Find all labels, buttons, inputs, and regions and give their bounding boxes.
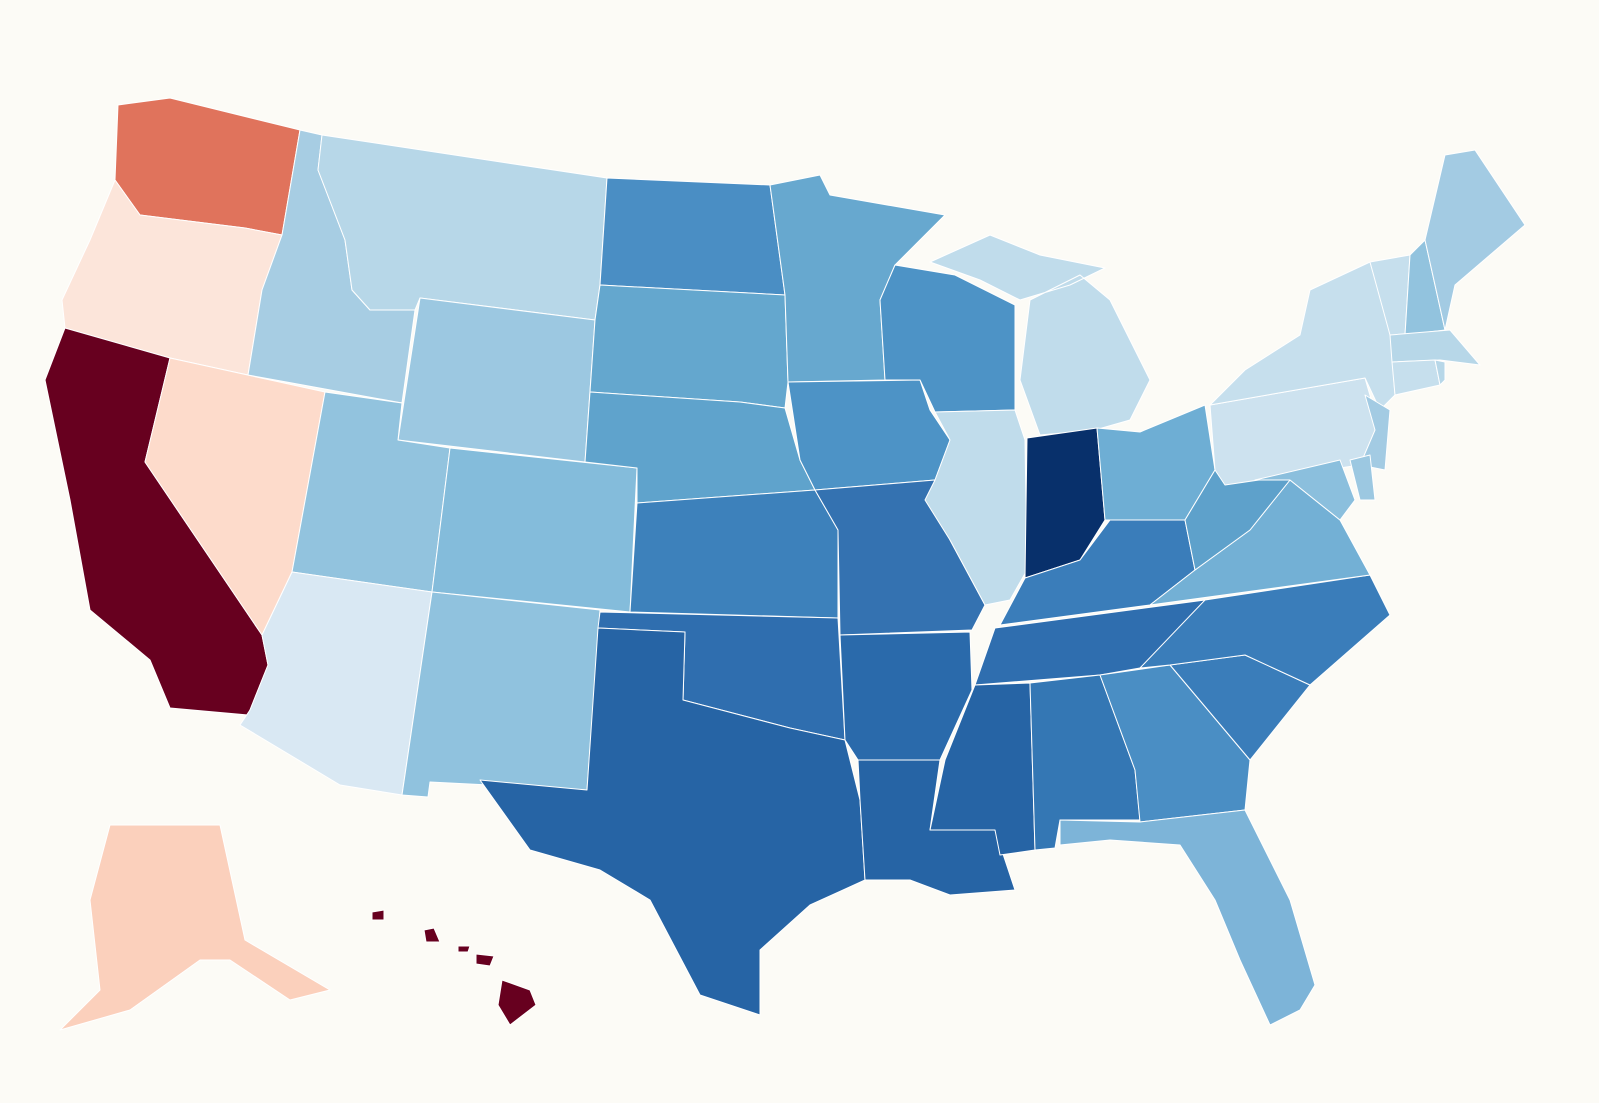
state-region (431, 447, 638, 613)
state-region (1434, 359, 1446, 386)
state-region (1139, 574, 1391, 686)
state-region (59, 824, 331, 1031)
state-region (371, 909, 537, 1026)
state-region (1389, 329, 1481, 366)
state-region (599, 177, 786, 296)
state-region (787, 379, 951, 491)
state-region (924, 409, 1028, 606)
state-region (857, 759, 1016, 896)
state-region (1059, 809, 1316, 1026)
state-region (629, 489, 839, 619)
state-region (1254, 459, 1356, 521)
state-region (589, 284, 789, 409)
state-region (1359, 394, 1391, 471)
state-region (401, 591, 601, 798)
state-region (397, 297, 596, 463)
state-region (1024, 427, 1106, 579)
state-region (479, 627, 866, 1016)
state-region (1349, 454, 1376, 501)
state-region (929, 234, 1151, 436)
